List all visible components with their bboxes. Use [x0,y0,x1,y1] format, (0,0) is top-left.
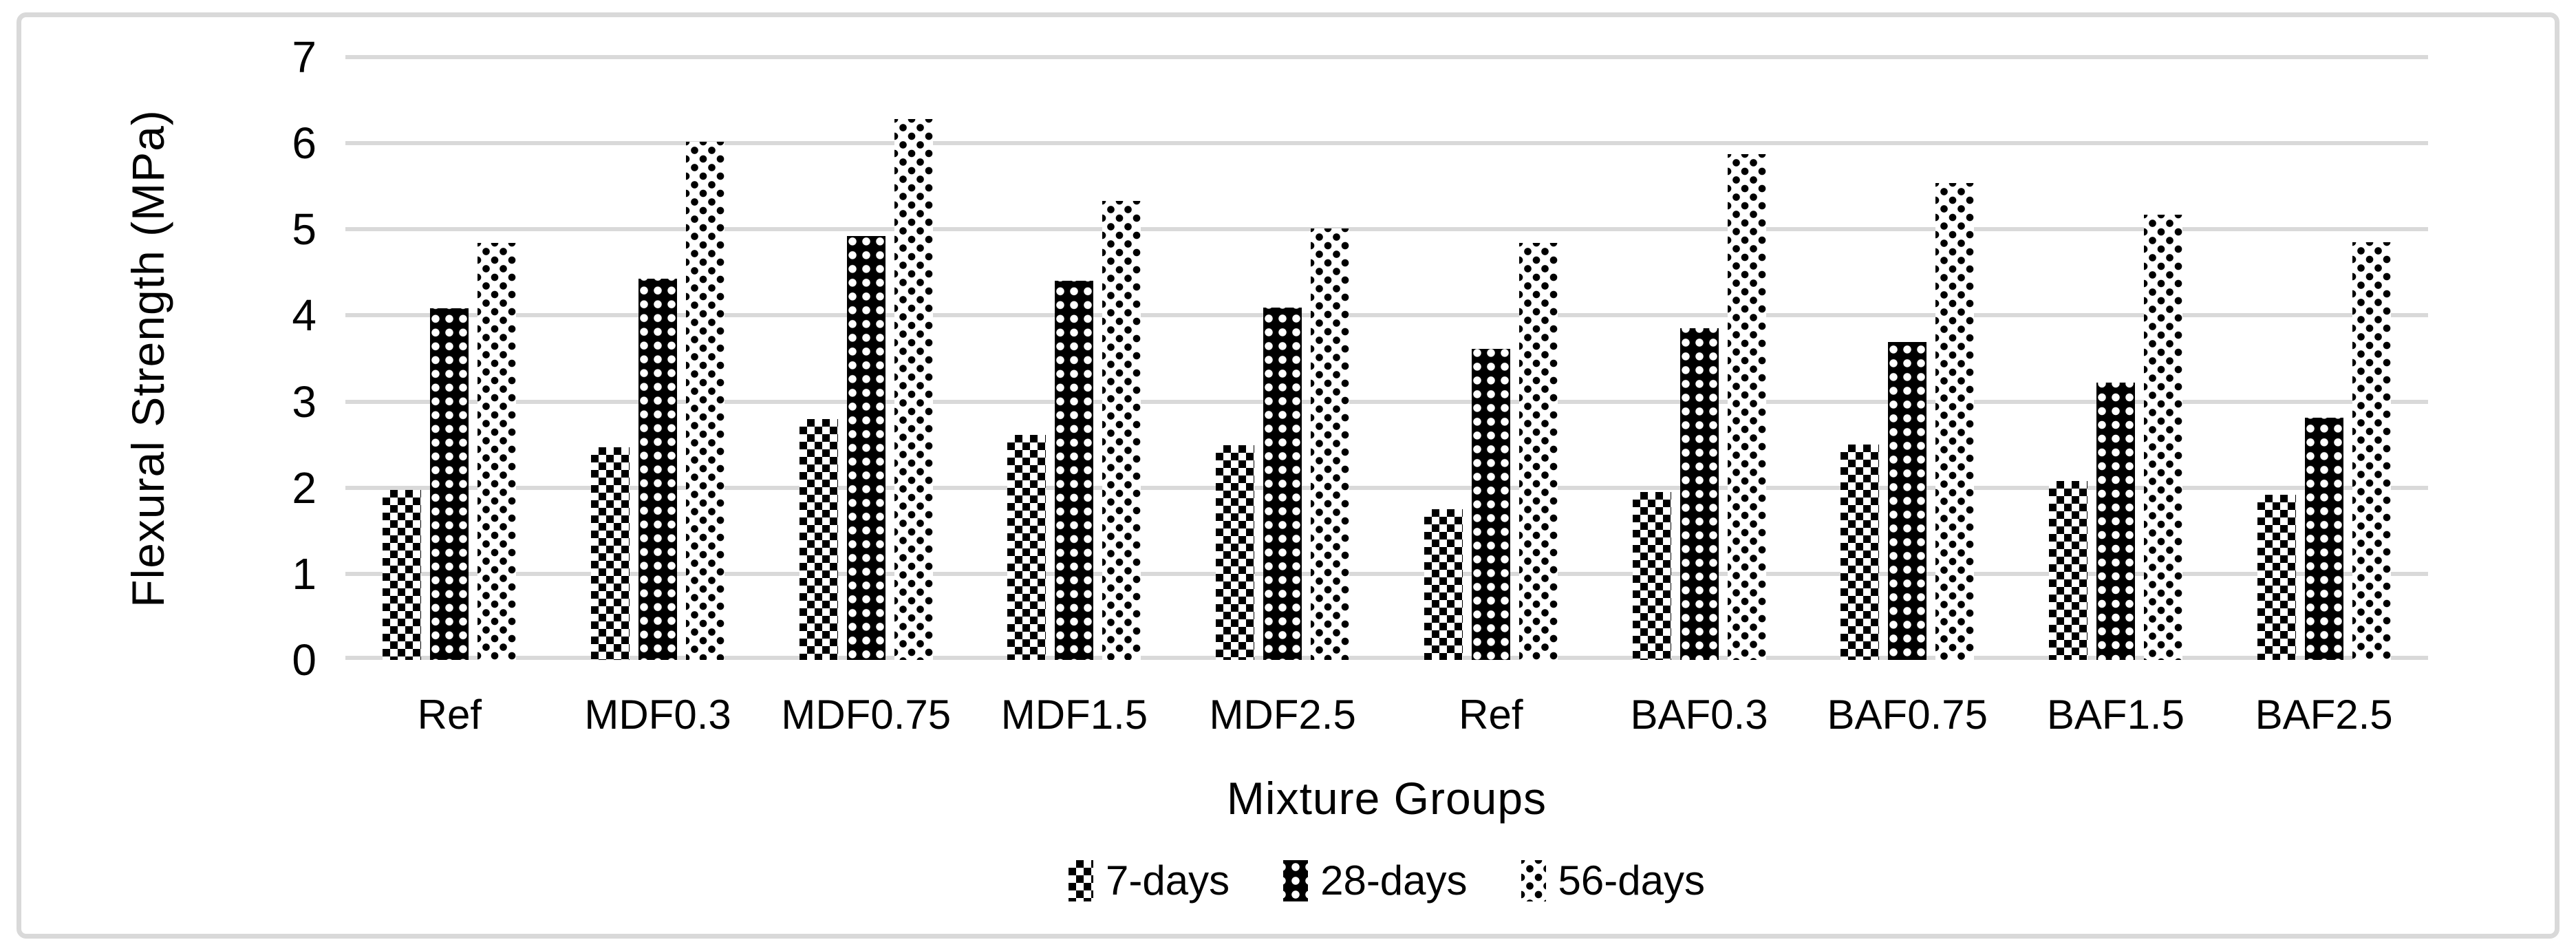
category-label-BAF0.75-7: BAF0.75 [1827,692,1988,738]
bar-MDF1.5-28-days [1055,281,1094,660]
bar-BAF2.5-56-days [2352,242,2391,660]
gridline-y-7 [345,55,2428,59]
bar-MDF2.5-28-days [1263,308,1302,660]
category-label-BAF0.3-6: BAF0.3 [1630,692,1768,738]
category-label-MDF0.3-1: MDF0.3 [584,692,731,738]
gridline-y-5 [345,227,2428,232]
bar-Ref-7-days [383,490,422,660]
category-label-BAF2.5-9: BAF2.5 [2255,692,2393,738]
y-axis-title: Flexural Strength (MPa) [122,109,173,608]
legend-label: 28-days [1320,857,1468,904]
legend-item-56-days: 56-days [1521,856,1705,906]
bar-MDF0.3-28-days [638,278,678,660]
bar-MDF0.75-28-days [846,236,886,660]
y-tick-label-4: 4 [292,290,316,341]
legend-item-7-days: 7-days [1068,856,1230,906]
bar-MDF2.5-56-days [1311,228,1350,660]
bar-BAF1.5-28-days [2096,383,2135,660]
gridline-y-3 [345,399,2428,404]
gridline-y-0 [345,656,2428,660]
bar-Ref-28-days [430,308,469,660]
bar-Ref-56-days [477,243,517,660]
legend: 7-days 28-days 56-days [345,856,2428,906]
bar-MDF0.3-7-days [591,447,630,660]
bar-BAF1.5-7-days [2048,480,2087,660]
legend-swatch-white-dots-on-black-icon [1283,860,1309,901]
category-label-Ref-5: Ref [1459,692,1523,738]
bar-MDF0.3-56-days [686,141,725,660]
bar-MDF1.5-7-days [1007,435,1046,660]
x-axis-title: Mixture Groups [1226,773,1547,824]
gridline-y-1 [345,571,2428,576]
category-label-BAF1.5-8: BAF1.5 [2046,692,2185,738]
gridline-y-4 [345,313,2428,318]
category-label-MDF1.5-3: MDF1.5 [1000,692,1148,738]
y-tick-label-1: 1 [292,548,316,599]
bar-MDF0.75-56-days [894,119,933,660]
legend-swatch-checkerboard-icon [1068,860,1093,901]
bar-Ref-28-days [1471,349,1510,660]
y-tick-label-7: 7 [292,32,316,82]
gridline-y-2 [345,485,2428,490]
legend-swatch-black-dots-on-white-icon [1521,860,1546,901]
bar-BAF2.5-28-days [2304,418,2343,660]
bar-BAF2.5-7-days [2257,494,2296,660]
bar-MDF0.75-7-days [799,418,838,660]
bar-BAF0.75-7-days [1840,445,1880,660]
y-tick-label-3: 3 [292,376,316,427]
legend-label: 7-days [1105,857,1230,904]
bar-BAF0.75-56-days [1935,182,1975,660]
bar-MDF2.5-7-days [1216,445,1255,660]
y-tick-label-6: 6 [292,118,316,169]
gridline-y-6 [345,141,2428,146]
legend-item-28-days: 28-days [1283,856,1468,906]
y-tick-label-0: 0 [292,635,316,685]
bar-BAF0.3-56-days [1727,154,1766,660]
bar-BAF0.3-28-days [1679,328,1719,660]
y-tick-label-2: 2 [292,462,316,513]
plot-area [345,55,2428,660]
legend-label: 56-days [1558,857,1706,904]
bar-BAF0.75-28-days [1888,342,1927,660]
bar-MDF1.5-56-days [1102,201,1141,660]
category-label-MDF0.75-2: MDF0.75 [781,692,952,738]
bar-BAF1.5-56-days [2143,215,2182,660]
bar-Ref-7-days [1424,509,1463,660]
category-label-MDF2.5-4: MDF2.5 [1209,692,1356,738]
bar-BAF0.3-7-days [1632,491,1671,660]
bar-Ref-56-days [1518,243,1558,660]
y-tick-label-5: 5 [292,204,316,255]
category-label-Ref-0: Ref [417,692,482,738]
